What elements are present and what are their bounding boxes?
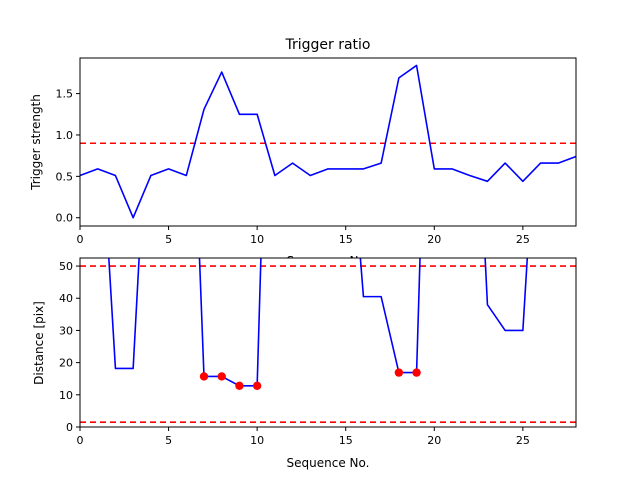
top-y-tick-label-3: 1.5 bbox=[56, 88, 74, 101]
bot-x-tick-label-0: 0 bbox=[77, 434, 84, 447]
bot-y-tick-label-0: 0 bbox=[66, 421, 73, 434]
top-y-axis-label: Trigger strength bbox=[29, 94, 43, 191]
top-y-ticks: 0.0 0.5 1.0 1.5 bbox=[56, 88, 80, 225]
bot-x-tick-label-2: 10 bbox=[250, 434, 264, 447]
bottom-series-line bbox=[108, 258, 529, 387]
top-series-line bbox=[80, 64, 576, 219]
top-y-tick-label-1: 0.5 bbox=[56, 170, 74, 183]
bot-marker-0 bbox=[199, 372, 209, 381]
bot-y-tick-label-1: 10 bbox=[59, 389, 73, 402]
bottom-y-ticks: 0 10 20 30 40 50 bbox=[59, 260, 80, 434]
bot-marker-5 bbox=[412, 368, 421, 377]
bottom-threshold-lines bbox=[80, 265, 576, 423]
bot-x-tick-label-4: 20 bbox=[427, 434, 441, 447]
bot-y-tick-label-5: 50 bbox=[59, 260, 73, 273]
bottom-plot-background bbox=[80, 258, 576, 427]
bot-x-tick-label-3: 15 bbox=[339, 434, 353, 447]
bottom-x-axis-label: Sequence No. bbox=[287, 456, 370, 470]
top-x-tick-label-5: 25 bbox=[516, 233, 530, 246]
top-x-tick-label-0: 0 bbox=[77, 233, 84, 246]
bot-marker-3 bbox=[252, 381, 262, 390]
bottom-plot-frame bbox=[79, 257, 577, 428]
bot-y-tick-label-4: 40 bbox=[59, 292, 73, 305]
top-chart-title: Trigger ratio bbox=[284, 37, 370, 53]
bot-y-tick-label-3: 30 bbox=[59, 324, 73, 337]
bot-marker-4 bbox=[394, 368, 404, 377]
bot-x-tick-label-5: 25 bbox=[516, 434, 530, 447]
top-plot-frame bbox=[79, 57, 577, 227]
bottom-markers bbox=[199, 368, 421, 390]
bot-marker-2 bbox=[235, 381, 244, 390]
top-y-tick-label-0: 0.0 bbox=[56, 212, 74, 225]
bottom-y-axis-label: Distance [pix] bbox=[32, 301, 46, 385]
top-x-tick-label-2: 10 bbox=[250, 233, 264, 246]
top-x-tick-label-4: 20 bbox=[427, 233, 441, 246]
top-x-ticks: 0 5 10 15 20 25 bbox=[77, 226, 530, 246]
bot-y-tick-label-2: 20 bbox=[59, 357, 73, 370]
bottom-chart: 0 5 10 15 20 25 0 10 20 30 40 50 Sequence No. Dist… bbox=[32, 257, 577, 470]
bot-x-tick-label-1: 5 bbox=[165, 434, 172, 447]
top-y-tick-label-2: 1.0 bbox=[56, 129, 74, 142]
top-x-tick-label-3: 15 bbox=[339, 233, 353, 246]
bottom-x-ticks: 0 5 10 15 20 25 bbox=[77, 427, 530, 447]
bot-marker-1 bbox=[217, 372, 226, 381]
top-x-tick-label-1: 5 bbox=[165, 233, 172, 246]
